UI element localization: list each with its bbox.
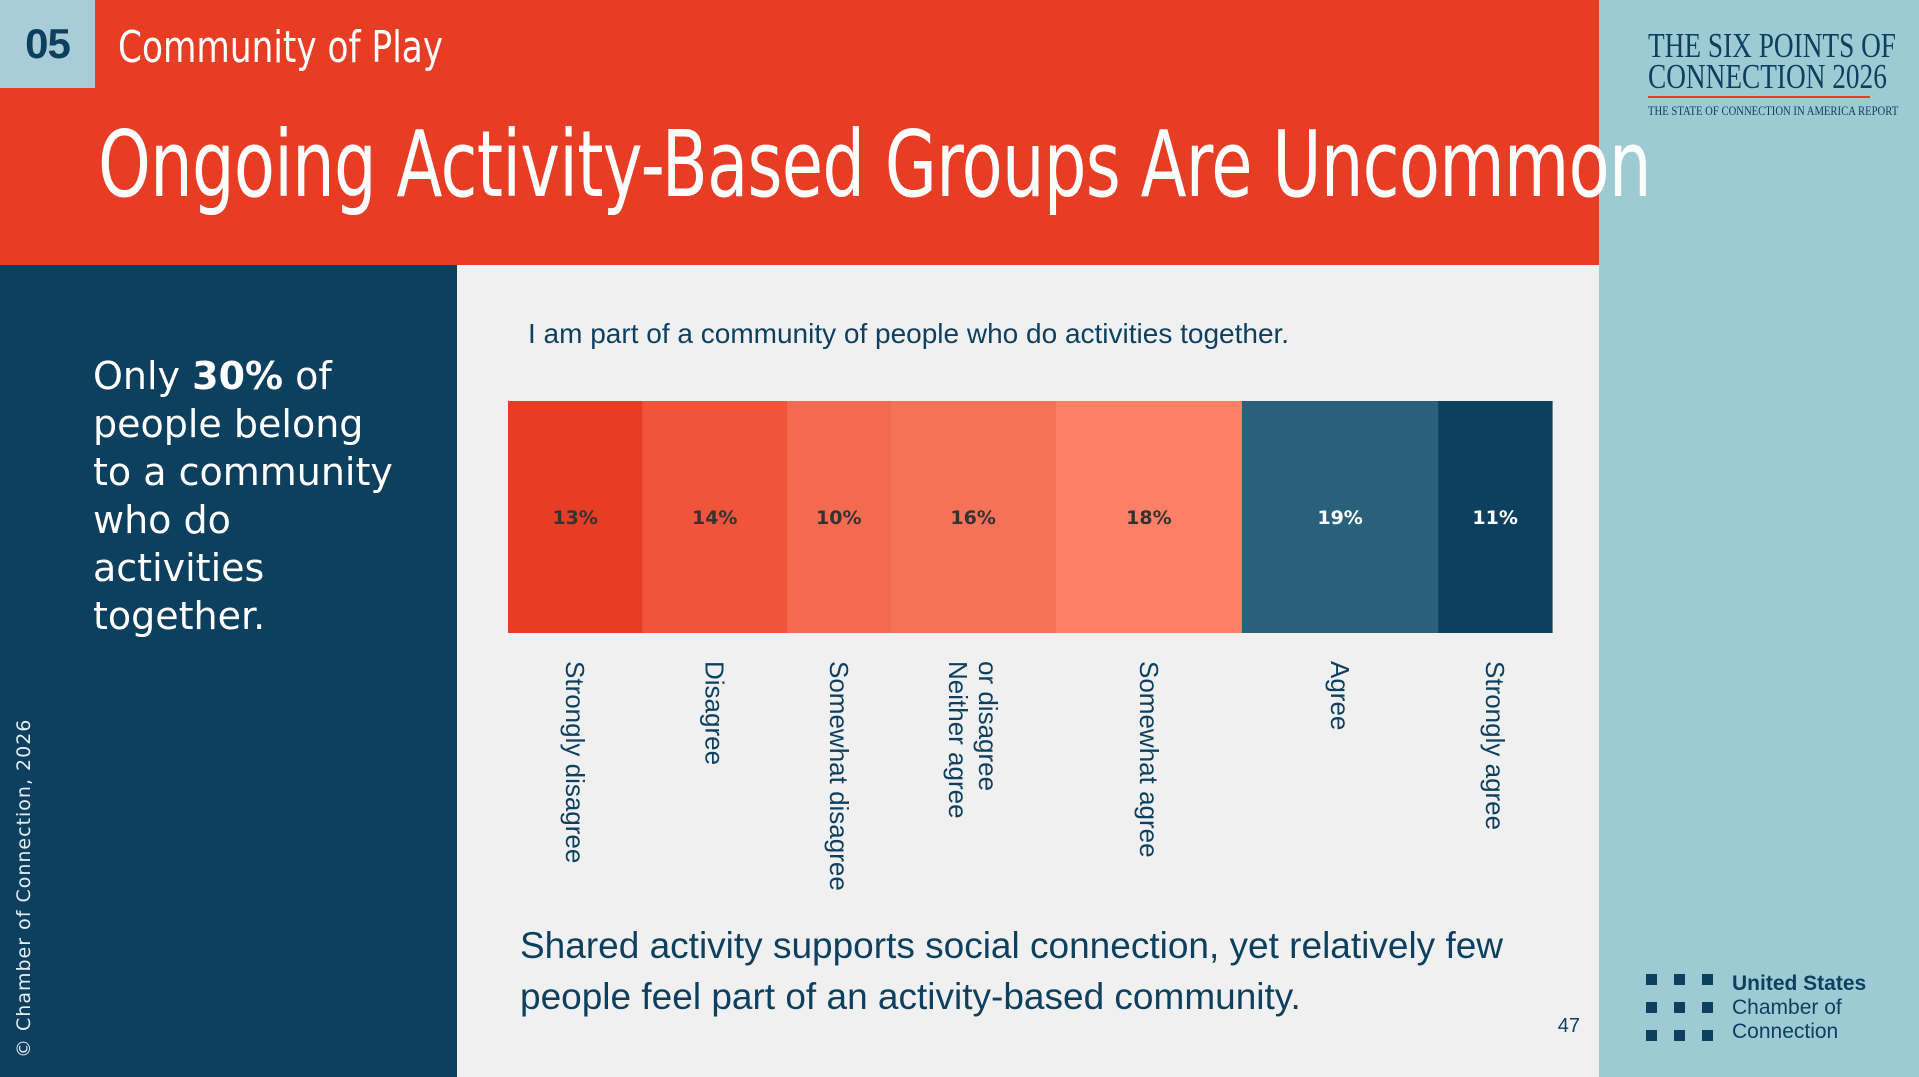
org-name-line1: United States — [1732, 972, 1867, 995]
stacked-bar-chart: 13% Strongly disagree 14% Disagree 10% Somewh… — [508, 401, 1553, 891]
page-title: Ongoing Activity-Based Groups Are Uncomm… — [98, 111, 1652, 218]
category-label: Somewhat disagree — [824, 661, 854, 891]
category-label: Neither agree or disagree — [943, 661, 1003, 819]
right-panel — [1599, 0, 1919, 1077]
category-label: Strongly disagree — [560, 661, 590, 863]
data-label: 14% — [692, 507, 737, 529]
data-label: 13% — [552, 507, 597, 529]
section-number: 05 — [0, 0, 95, 88]
header-bar: 05 Community of Play Ongoing Activity-Ba… — [0, 0, 1652, 265]
data-label: 19% — [1317, 507, 1362, 529]
report-logo-line2: CONNECTION 2026 — [1648, 57, 1887, 96]
bar-segment — [890, 401, 1057, 633]
chart-panel — [457, 265, 1599, 1077]
callout-prefix: Only — [93, 354, 193, 398]
data-label: 11% — [1472, 507, 1517, 529]
bar-segment — [1438, 401, 1553, 633]
copyright: © Chamber of Connection, 2026 — [13, 718, 35, 1058]
data-label: 16% — [950, 507, 995, 529]
bar-segment — [508, 401, 643, 633]
sidebar-panel — [0, 265, 457, 1077]
callout-suffix: of people belong to a community who do a… — [93, 354, 393, 638]
category-label-line: Neither agree — [943, 661, 973, 819]
chart-title: I am part of a community of people who d… — [528, 318, 1290, 349]
page-number: 47 — [1557, 1015, 1580, 1037]
category-label-line: Agree — [1325, 661, 1355, 730]
data-label: 18% — [1126, 507, 1171, 529]
category-label-line: Somewhat disagree — [824, 661, 854, 891]
callout-text: Only 30% of people belong to a community… — [93, 352, 413, 640]
category-label-line: Disagree — [700, 661, 730, 765]
org-name-line2: Chamber of — [1732, 996, 1842, 1019]
report-logo-rule — [1648, 96, 1870, 98]
org-name-line3: Connection — [1732, 1020, 1839, 1043]
category-label-line: Strongly agree — [1480, 661, 1510, 830]
dot-grid-icon — [1646, 974, 1713, 1041]
takeaway-text: Shared activity supports social connecti… — [520, 925, 1504, 1017]
category-label: Strongly agree — [1480, 661, 1510, 830]
report-logo-tagline: THE STATE OF CONNECTION IN AMERICA REPOR… — [1648, 103, 1899, 118]
category-label-line: Somewhat agree — [1134, 661, 1164, 858]
category-label: Disagree — [700, 661, 730, 765]
section-title: Community of Play — [118, 22, 444, 73]
callout-highlight: 30% — [192, 354, 284, 398]
bar-segment — [787, 401, 892, 633]
report-logo: THE SIX POINTS OF CONNECTION 2026 THE ST… — [1648, 28, 1899, 119]
bar-segment — [1055, 401, 1243, 633]
category-label: Agree — [1325, 661, 1355, 730]
category-label: Somewhat agree — [1134, 661, 1164, 858]
org-name: United States Chamber of Connection — [1732, 972, 1866, 1044]
category-label-line: Strongly disagree — [560, 661, 590, 863]
data-label: 10% — [816, 507, 861, 529]
bar-segment — [642, 401, 788, 633]
bar-segment — [1241, 401, 1439, 633]
category-label-line: or disagree — [973, 661, 1003, 791]
